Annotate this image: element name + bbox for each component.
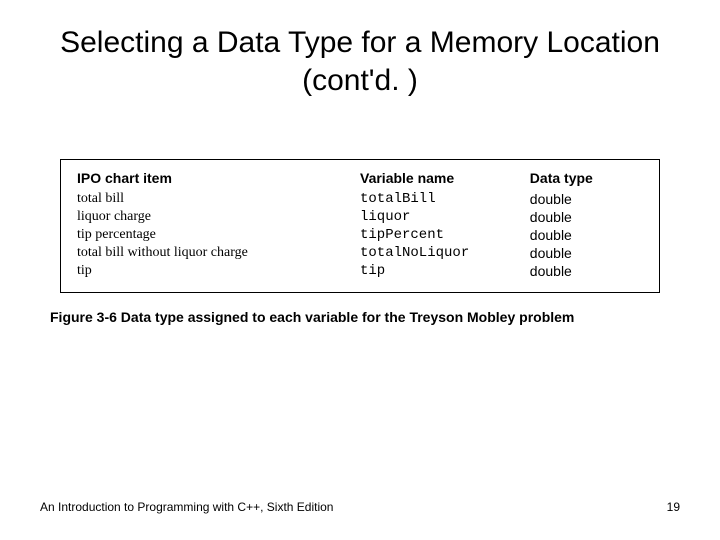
cell-type: double (530, 208, 643, 226)
ipo-chart-table: IPO chart item Variable name Data type t… (77, 170, 643, 280)
cell-ipo: total bill without liquor charge (77, 244, 360, 262)
table-header-row: IPO chart item Variable name Data type (77, 170, 643, 190)
slide: Selecting a Data Type for a Memory Locat… (0, 0, 720, 540)
cell-variable: tipPercent (360, 226, 530, 244)
cell-variable: liquor (360, 208, 530, 226)
cell-type: double (530, 190, 643, 208)
table-row: total bill totalBill double (77, 190, 643, 208)
cell-variable: totalNoLiquor (360, 244, 530, 262)
table-row: tip tip double (77, 262, 643, 280)
cell-ipo: tip (77, 262, 360, 280)
cell-type: double (530, 244, 643, 262)
footer-text: An Introduction to Programming with C++,… (40, 500, 333, 514)
cell-variable: totalBill (360, 190, 530, 208)
slide-title: Selecting a Data Type for a Memory Locat… (40, 24, 680, 99)
cell-ipo: tip percentage (77, 226, 360, 244)
cell-type: double (530, 226, 643, 244)
header-variable-name: Variable name (360, 170, 530, 190)
table-row: total bill without liquor charge totalNo… (77, 244, 643, 262)
slide-footer: An Introduction to Programming with C++,… (40, 500, 680, 514)
cell-ipo: total bill (77, 190, 360, 208)
header-data-type: Data type (530, 170, 643, 190)
cell-variable: tip (360, 262, 530, 280)
figure-caption: Figure 3-6 Data type assigned to each va… (50, 309, 670, 325)
table-row: liquor charge liquor double (77, 208, 643, 226)
page-number: 19 (667, 500, 680, 514)
table-row: tip percentage tipPercent double (77, 226, 643, 244)
cell-ipo: liquor charge (77, 208, 360, 226)
cell-type: double (530, 262, 643, 280)
header-ipo: IPO chart item (77, 170, 360, 190)
ipo-chart-box: IPO chart item Variable name Data type t… (60, 159, 660, 293)
